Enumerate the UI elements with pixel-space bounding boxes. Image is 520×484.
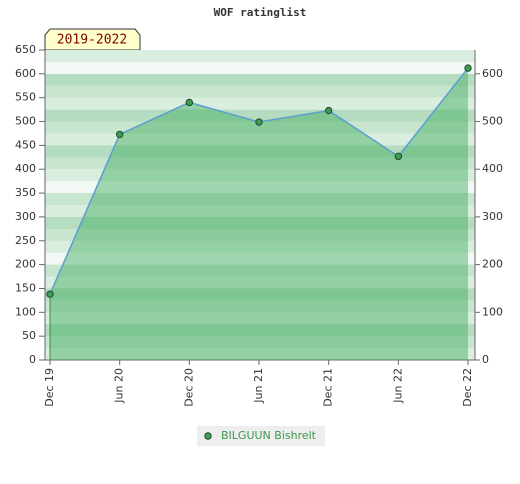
y-tick-label: 200 (15, 258, 36, 271)
stripe (45, 73, 475, 87)
stripe (45, 300, 475, 313)
stripe (45, 50, 475, 63)
marker (324, 106, 333, 115)
stripe (45, 97, 475, 111)
x-tick-label: Dec 20 (182, 368, 195, 407)
stripe (45, 252, 475, 266)
x-tick-label: Dec 19 (43, 368, 56, 407)
chart-title: WOF ratinglist (214, 6, 307, 19)
legend-box (197, 426, 325, 446)
x-tick-label: Jun 20 (113, 368, 126, 404)
stripe (45, 240, 475, 254)
y-tick-label: 350 (15, 186, 36, 199)
marker (464, 64, 472, 72)
y-tick-label: 500 (15, 115, 36, 128)
marker (46, 290, 54, 298)
y-tick-label: 0 (29, 353, 36, 366)
stripe (45, 169, 475, 182)
stripe (45, 216, 475, 230)
y-tick-label: 100 (15, 305, 36, 318)
x-tick-label: Dec 21 (322, 368, 335, 407)
y-tick-label: 400 (15, 162, 36, 175)
stripe (45, 228, 475, 242)
stripe (45, 157, 475, 170)
badge-text: 2019-2022 (57, 33, 127, 48)
stripe (45, 288, 475, 301)
stripe (45, 264, 475, 278)
stripe (45, 121, 475, 134)
y-tick-label: 600 (15, 67, 36, 80)
y2-tick-label: 600 (482, 67, 503, 80)
badge: 2019-2022 (44, 28, 141, 51)
marker (115, 130, 124, 139)
y-tick-label: 250 (15, 234, 36, 247)
stripe (45, 193, 475, 206)
x-tick-label: Dec 22 (461, 368, 474, 407)
x-tick-label: Jun 22 (391, 368, 404, 404)
marker (394, 152, 403, 161)
stripe (45, 324, 475, 337)
y2-tick-label: 500 (482, 115, 503, 128)
y-tick-label: 650 (15, 43, 36, 56)
y-tick-label: 300 (15, 210, 36, 223)
y-tick-label: 50 (22, 329, 36, 342)
y2-tick-label: 100 (482, 305, 503, 318)
stripe (45, 181, 475, 194)
stripe (45, 276, 475, 289)
stripe (45, 145, 475, 158)
area (50, 68, 468, 360)
stripe (45, 85, 475, 99)
y2-tick-label: 200 (482, 258, 503, 271)
legend-marker (204, 432, 212, 440)
legend-label: BILGUUN Bishrelt (221, 429, 317, 442)
stripe (45, 348, 475, 361)
y-tick-label: 550 (15, 91, 36, 104)
stripe (45, 61, 475, 75)
stripe (45, 336, 475, 349)
y2-tick-label: 0 (482, 353, 489, 366)
marker (255, 118, 263, 126)
stripe (45, 205, 475, 218)
marker (185, 98, 194, 107)
y2-tick-label: 400 (482, 162, 503, 175)
x-tick-label: Jun 21 (252, 368, 265, 404)
y-tick-label: 150 (15, 281, 36, 294)
y2-tick-label: 300 (482, 210, 503, 223)
stripe (45, 312, 475, 325)
y-tick-label: 450 (15, 138, 36, 151)
